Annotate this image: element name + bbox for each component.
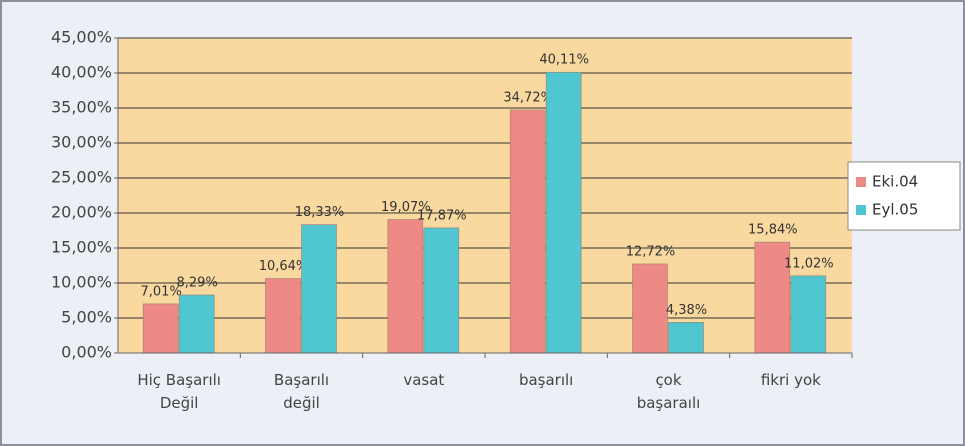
- bar: [142, 303, 179, 354]
- x-tick-label: Başarılı değil: [273, 371, 330, 412]
- bar: [387, 219, 424, 354]
- y-tick-label: 10,00%: [51, 273, 112, 292]
- value-label: 12,72%: [626, 244, 676, 259]
- bar: [509, 109, 546, 354]
- value-label: 40,11%: [539, 53, 589, 68]
- x-tick-label: Hiç Başarılı Değil: [137, 371, 221, 412]
- bar: [790, 275, 827, 354]
- x-tick-label: başarılı: [518, 371, 574, 389]
- value-label: 11,02%: [784, 256, 834, 271]
- value-label: 7,01%: [141, 284, 182, 299]
- x-tick-label: fikri yok: [760, 371, 821, 389]
- y-tick-label: 5,00%: [61, 308, 112, 327]
- legend-swatch: [856, 205, 866, 215]
- bar: [301, 224, 337, 354]
- bar: [423, 227, 460, 354]
- bar: [265, 278, 301, 354]
- bar: [754, 241, 791, 354]
- value-label: 17,87%: [417, 208, 467, 223]
- bar: [668, 322, 704, 354]
- y-tick-label: 40,00%: [51, 63, 112, 82]
- value-label: 34,72%: [503, 90, 553, 105]
- bar: [545, 71, 582, 354]
- y-tick-label: 20,00%: [51, 203, 112, 222]
- x-tick-label: çok başaraılı: [636, 371, 701, 412]
- legend-swatch: [856, 177, 866, 187]
- value-label: 4,38%: [666, 303, 707, 318]
- value-label: 18,33%: [295, 205, 345, 220]
- value-label: 19,07%: [381, 200, 431, 215]
- y-tick-label: 30,00%: [51, 133, 112, 152]
- value-label: 8,29%: [177, 275, 218, 290]
- legend-box: [847, 161, 961, 231]
- bar: [632, 263, 668, 354]
- y-tick-label: 15,00%: [51, 238, 112, 257]
- legend-label: Eki.04: [872, 173, 918, 191]
- bar: [178, 294, 215, 354]
- x-tick-label: vasat: [403, 371, 445, 389]
- y-tick-label: 35,00%: [51, 98, 112, 117]
- value-label: 15,84%: [748, 223, 798, 238]
- value-label: 10,64%: [259, 259, 309, 274]
- plot-area: [118, 38, 852, 353]
- y-tick-label: 0,00%: [61, 343, 112, 362]
- y-tick-label: 45,00%: [51, 28, 112, 47]
- legend-label: Eyl.05: [872, 201, 918, 219]
- y-tick-label: 25,00%: [51, 168, 112, 187]
